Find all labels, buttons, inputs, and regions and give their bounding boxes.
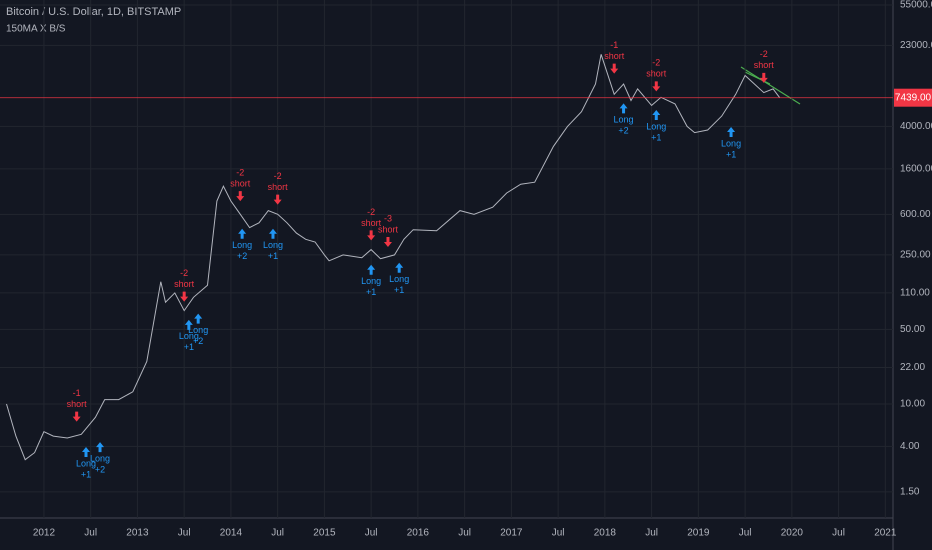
- x-tick-label: Jul: [832, 528, 845, 539]
- signal-count: +2: [618, 126, 628, 136]
- y-tick-label: 1600.00: [900, 164, 932, 175]
- signal-arrow: [395, 262, 404, 273]
- indicator-label: 150MA X B/S: [6, 24, 66, 35]
- last-price-label: 7439.00: [895, 92, 932, 103]
- signal-count: -2: [652, 58, 660, 68]
- signal-label: short: [67, 399, 88, 409]
- signal-label: Long: [188, 325, 208, 335]
- x-tick-label: 2014: [220, 528, 243, 539]
- signal-label: Long: [76, 458, 96, 468]
- x-tick-label: 2018: [594, 528, 617, 539]
- signal-label: short: [378, 224, 399, 234]
- signal-arrow: [180, 291, 189, 302]
- y-tick-label: 55000.00: [900, 0, 932, 11]
- signal-label: Long: [263, 240, 283, 250]
- signal-arrow: [82, 446, 91, 457]
- signal-label: short: [230, 179, 251, 189]
- signal-count: +1: [366, 287, 376, 297]
- signal-count: -3: [384, 213, 392, 223]
- trend-line: [744, 71, 771, 85]
- chart-title: Bitcoin / U.S. Dollar, 1D, BITSTAMP: [6, 6, 181, 18]
- y-tick-label: 22.00: [900, 362, 925, 373]
- signal-label: short: [604, 51, 625, 61]
- signal-count: +2: [237, 251, 247, 261]
- signal-label: Long: [389, 274, 409, 284]
- y-tick-label: 110.00: [900, 288, 930, 299]
- x-tick-label: 2016: [407, 528, 430, 539]
- y-tick-label: 600.00: [900, 209, 931, 220]
- x-tick-label: Jul: [271, 528, 284, 539]
- x-tick-label: 2013: [126, 528, 149, 539]
- x-tick-label: 2012: [33, 528, 56, 539]
- signal-arrow: [367, 230, 376, 241]
- signal-label: Long: [721, 138, 741, 148]
- signal-label: Long: [179, 331, 199, 341]
- x-tick-label: 2015: [313, 528, 336, 539]
- signal-arrow: [727, 126, 736, 137]
- x-tick-label: Jul: [84, 528, 97, 539]
- signal-arrow: [610, 63, 619, 74]
- x-tick-label: Jul: [365, 528, 378, 539]
- signal-arrow: [383, 237, 392, 248]
- x-tick-label: Jul: [552, 528, 565, 539]
- signal-label: short: [646, 69, 667, 79]
- signal-count: +1: [81, 469, 91, 479]
- signal-arrow: [194, 313, 203, 324]
- signal-count: +1: [651, 132, 661, 142]
- x-tick-label: Jul: [458, 528, 471, 539]
- signal-arrow: [96, 442, 105, 453]
- signal-arrow: [619, 103, 628, 114]
- signal-count: -2: [236, 168, 244, 178]
- y-tick-label: 4000.00: [900, 121, 932, 132]
- x-tick-label: 2020: [781, 528, 804, 539]
- signal-label: Long: [614, 115, 634, 125]
- signal-arrow: [184, 319, 193, 330]
- signal-arrow: [759, 72, 768, 83]
- signal-arrow: [652, 109, 661, 120]
- x-tick-label: Jul: [178, 528, 191, 539]
- signal-count: +1: [268, 251, 278, 261]
- signal-label: Long: [361, 276, 381, 286]
- y-tick-label: 50.00: [900, 324, 925, 335]
- last-price-badge: [894, 88, 932, 107]
- y-tick-label: 23000.00: [900, 40, 932, 51]
- y-tick-label: 1.50: [900, 486, 920, 497]
- x-tick-label: Jul: [739, 528, 752, 539]
- signal-label: short: [268, 182, 289, 192]
- signal-count: +1: [726, 149, 736, 159]
- signal-count: +1: [394, 285, 404, 295]
- signal-label: Long: [232, 240, 252, 250]
- x-tick-label: Jul: [645, 528, 658, 539]
- x-tick-label: 2019: [687, 528, 710, 539]
- x-tick-label: 2017: [500, 528, 523, 539]
- signal-count: -2: [367, 207, 375, 217]
- signal-count: +2: [193, 336, 203, 346]
- signal-label: short: [754, 60, 775, 70]
- x-tick-label: 2021: [874, 528, 897, 539]
- signal-arrow: [238, 228, 247, 239]
- signal-label: short: [174, 279, 195, 289]
- y-tick-label: 10.00: [900, 399, 925, 410]
- signal-count: -2: [760, 49, 768, 59]
- signal-count: +1: [184, 342, 194, 352]
- signal-arrow: [273, 194, 282, 205]
- signal-label: Long: [646, 121, 666, 131]
- signal-count: -1: [610, 40, 618, 50]
- signal-arrow: [236, 191, 245, 202]
- signal-count: -1: [73, 388, 81, 398]
- signal-arrow: [72, 411, 81, 422]
- signal-arrow: [652, 81, 661, 92]
- price-line: [6, 54, 781, 461]
- signal-arrow: [367, 264, 376, 275]
- signal-label: Long: [90, 453, 110, 463]
- y-tick-label: 250.00: [900, 250, 931, 261]
- signal-count: -2: [180, 268, 188, 278]
- y-tick-label: 4.00: [900, 441, 920, 452]
- signal-count: -2: [274, 171, 282, 181]
- signal-arrow: [268, 228, 277, 239]
- signal-label: short: [361, 218, 382, 228]
- signal-count: +2: [95, 464, 105, 474]
